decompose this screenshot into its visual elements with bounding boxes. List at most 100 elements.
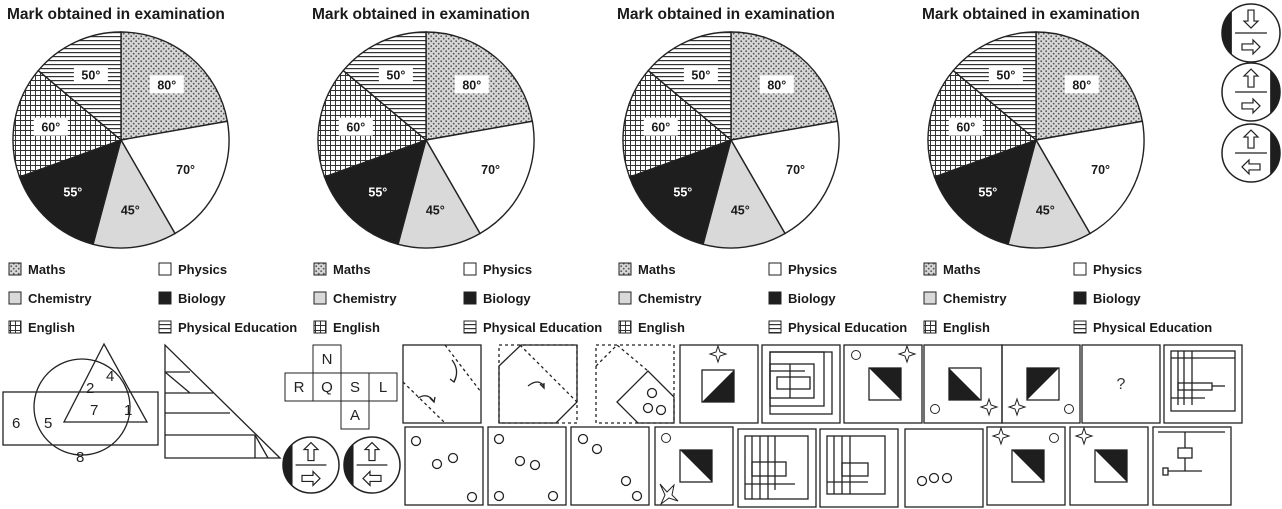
answer-box-6 bbox=[819, 428, 899, 508]
pie-title: Mark obtained in examination bbox=[7, 6, 225, 23]
series-box-4 bbox=[923, 344, 1003, 424]
legend-swatch-physics bbox=[1073, 262, 1087, 276]
series-box-7 bbox=[1163, 344, 1243, 424]
star-icon bbox=[991, 426, 1011, 446]
pie-title: Mark obtained in examination bbox=[922, 6, 1140, 23]
pie-slice-label: 55° bbox=[673, 186, 692, 200]
legend-label-maths: Maths bbox=[943, 262, 981, 277]
half-fill bbox=[1270, 70, 1280, 114]
up-arrow-icon bbox=[302, 441, 320, 462]
pie-slice-label: 60° bbox=[41, 121, 60, 135]
pie-slice-chemistry bbox=[92, 138, 176, 249]
slice-label-bg bbox=[149, 75, 184, 94]
pie-slice-label: 45° bbox=[426, 204, 445, 218]
legend-label-biology: Biology bbox=[483, 291, 531, 306]
star-icon bbox=[659, 483, 679, 506]
paper-fold-3 bbox=[595, 344, 675, 424]
net-letter-center-right: S bbox=[350, 379, 360, 396]
answer-box-7 bbox=[904, 428, 984, 508]
legend-swatch-english bbox=[8, 320, 22, 334]
pie-slice-label: 50° bbox=[691, 68, 710, 82]
pie-slice-label: 70° bbox=[176, 163, 195, 177]
pie-slice-label: 70° bbox=[1091, 163, 1110, 177]
pie-slice-english bbox=[628, 138, 733, 246]
legend-label-chemistry: Chemistry bbox=[333, 291, 397, 306]
slice-label-bg bbox=[643, 117, 678, 136]
star-icon bbox=[708, 344, 728, 364]
legend-swatch-biology bbox=[768, 291, 782, 305]
slice-label-bg bbox=[1064, 75, 1099, 94]
legend-label-chemistry: Chemistry bbox=[28, 291, 92, 306]
legend-swatch-physics bbox=[768, 262, 782, 276]
pie-slice-label: 60° bbox=[956, 121, 975, 135]
net-letter-center-left: Q bbox=[321, 379, 333, 396]
arrow-circle-bottom-1 bbox=[282, 436, 340, 494]
pie-charts: Mark obtained in examination 80° 70° 45° 55°… bbox=[7, 6, 1212, 335]
legend-label-biology: Biology bbox=[788, 291, 836, 306]
up-arrow-icon bbox=[1242, 129, 1260, 149]
arrow-circle-2 bbox=[1221, 62, 1281, 122]
series-box-1 bbox=[679, 344, 759, 424]
legend-swatch-chemistry bbox=[313, 291, 327, 305]
legend-swatch-english bbox=[618, 320, 632, 334]
arrow-circle-bottom-2 bbox=[343, 436, 401, 494]
pie-slice-physical-education bbox=[647, 31, 732, 142]
legend-swatch-chemistry bbox=[923, 291, 937, 305]
pie-slice-english bbox=[18, 138, 123, 246]
pie-slice-english bbox=[323, 138, 428, 246]
pie-slice-biology bbox=[119, 120, 230, 235]
pie-slice-label: 80° bbox=[767, 78, 786, 92]
legend-label-physical-education: Physical Education bbox=[788, 320, 907, 335]
answer-box-8 bbox=[986, 426, 1066, 506]
pie-slice-label: 50° bbox=[81, 68, 100, 82]
answer-box-5 bbox=[737, 428, 817, 508]
pie-slice-label: 70° bbox=[481, 163, 500, 177]
pie-slice-label: 50° bbox=[996, 68, 1015, 82]
half-fill bbox=[1222, 11, 1232, 55]
answer-box-4 bbox=[654, 426, 734, 506]
question-mark: ? bbox=[1117, 376, 1126, 393]
pie-slice-label: 80° bbox=[462, 78, 481, 92]
arrow-icons-row bbox=[282, 436, 401, 494]
venn-rectangle bbox=[2, 391, 159, 446]
venn-number-circle-triangle: 2 bbox=[86, 380, 94, 397]
paper-fold-2 bbox=[498, 344, 578, 424]
pie-slice-label: 55° bbox=[978, 186, 997, 200]
net-letter-right: L bbox=[379, 379, 387, 396]
slice-label-bg bbox=[988, 65, 1023, 84]
answer-box-9 bbox=[1069, 426, 1149, 506]
slice-label-bg bbox=[454, 75, 489, 94]
right-arrow-icon bbox=[1241, 97, 1261, 115]
venn-number-triangle-only: 4 bbox=[106, 368, 114, 385]
legend-swatch-chemistry bbox=[618, 291, 632, 305]
legend-swatch-physics bbox=[463, 262, 477, 276]
question-box: ? bbox=[1081, 344, 1161, 424]
series-box-2 bbox=[761, 344, 841, 424]
venn-number-rect-circle: 5 bbox=[44, 415, 52, 432]
slice-label-bg bbox=[759, 75, 794, 94]
slice-label-bg bbox=[338, 117, 373, 136]
up-arrow-icon bbox=[363, 441, 381, 462]
venn-diagram: 6 5 2 4 7 1 8 bbox=[2, 342, 159, 466]
legend-swatch-physical-education bbox=[463, 320, 477, 334]
pie-panel-2: Mark obtained in examination 80° 70° 45° 55°… bbox=[312, 6, 602, 335]
venn-number-rect-only: 6 bbox=[12, 415, 20, 432]
left-arrow-icon bbox=[362, 469, 382, 487]
legend-label-physical-education: Physical Education bbox=[178, 320, 297, 335]
series-box-3 bbox=[843, 344, 923, 424]
series-box-5 bbox=[1001, 344, 1081, 424]
arrow-icons-column bbox=[1221, 3, 1281, 183]
answer-box-1 bbox=[404, 426, 484, 506]
left-arrow-icon bbox=[1241, 158, 1261, 176]
legend-label-physics: Physics bbox=[1093, 262, 1142, 277]
net-letter-left: R bbox=[294, 379, 305, 396]
answer-box-3 bbox=[570, 426, 650, 506]
pie-slice-label: 55° bbox=[63, 186, 82, 200]
arrow-circle-1 bbox=[1221, 3, 1281, 63]
pie-slice-chemistry bbox=[702, 138, 786, 249]
venn-number-all-three: 7 bbox=[90, 402, 98, 419]
right-arrow-icon bbox=[1241, 38, 1261, 56]
up-arrow-icon bbox=[1242, 68, 1260, 88]
legend-label-physics: Physics bbox=[483, 262, 532, 277]
